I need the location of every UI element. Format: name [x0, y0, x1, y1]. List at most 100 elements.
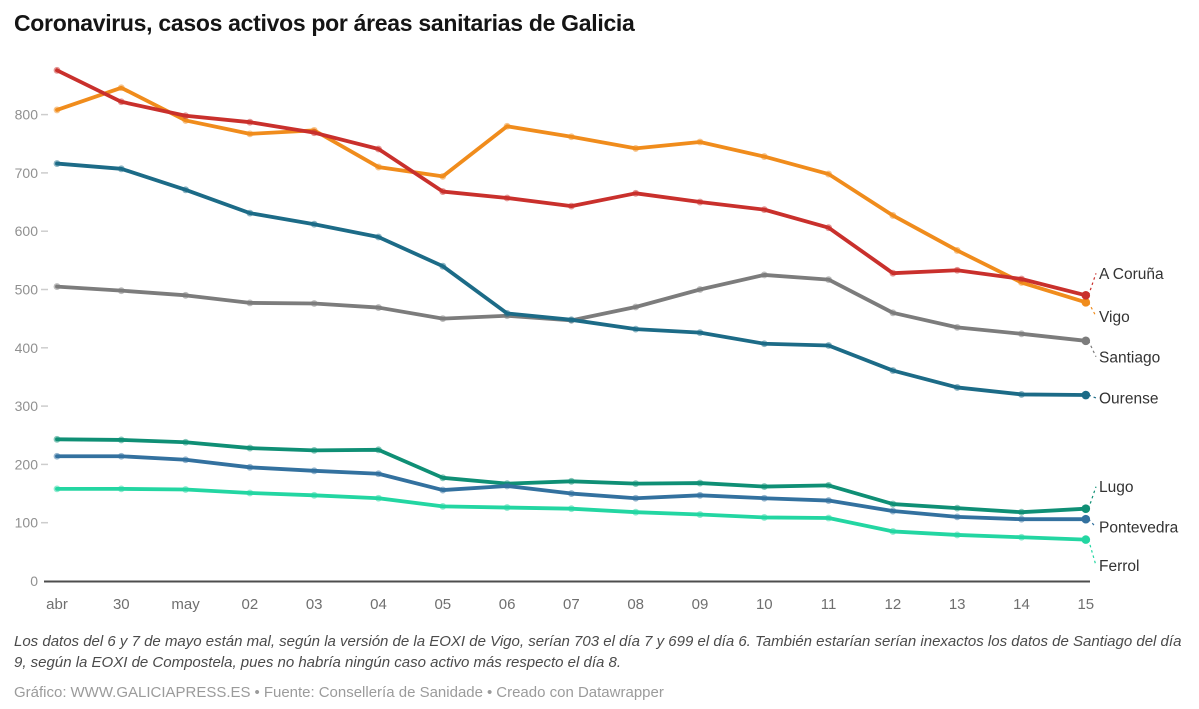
data-point-pontevedra: [953, 513, 961, 521]
data-point-pontevedra: [117, 452, 125, 460]
data-point-ourense: [889, 367, 897, 374]
data-point-a-coruna: [117, 98, 125, 106]
x-axis-tick-label: abr: [46, 596, 68, 613]
data-point-lugo: [375, 446, 382, 454]
data-point-ourense: [1081, 390, 1091, 400]
series-label-pontevedra: Pontevedra: [1099, 520, 1179, 537]
data-point-lugo: [439, 474, 447, 482]
data-point-vigo: [53, 106, 61, 114]
data-point-a-coruna: [632, 189, 640, 197]
leader-line-ourense: [1088, 394, 1097, 399]
leader-line-santiago: [1087, 340, 1097, 358]
data-point-ferrol: [568, 505, 575, 513]
data-point-ferrol: [760, 514, 768, 521]
y-axis-tick-label: 400: [15, 340, 39, 356]
data-point-ourense: [439, 262, 447, 270]
data-point-lugo: [1081, 504, 1091, 514]
data-point-pontevedra: [182, 456, 190, 464]
x-axis-tick-label: 05: [434, 596, 451, 613]
data-point-ferrol: [953, 531, 961, 539]
footer-separator: •: [254, 684, 260, 701]
y-axis-tick-label: 700: [15, 165, 39, 181]
data-point-ourense: [568, 316, 575, 324]
data-point-lugo: [117, 436, 125, 444]
data-point-pontevedra: [503, 482, 511, 490]
x-axis-tick-label: 10: [756, 596, 773, 613]
data-point-vigo: [568, 133, 575, 141]
data-point-a-coruna: [568, 202, 575, 210]
footer-fuente-value: Consellería de Sanidade: [318, 684, 483, 701]
data-point-vigo: [696, 138, 704, 146]
line-chart-canvas: 0 100 200 300 400 500 600 700 800 abr 30 may 02 03 04 0…: [15, 66, 1179, 613]
data-point-ourense: [503, 310, 511, 317]
datawrapper-credit-link[interactable]: Creado con Datawrapper: [496, 684, 664, 701]
data-point-a-coruna: [760, 206, 768, 214]
data-point-a-coruna: [1081, 291, 1091, 300]
data-point-vigo: [1081, 298, 1091, 307]
data-point-ferrol: [439, 502, 447, 510]
data-point-lugo: [889, 500, 897, 508]
data-point-ferrol: [246, 489, 254, 497]
series-line-a-coruna: [55, 68, 1088, 298]
series-label-vigo: Vigo: [1099, 309, 1130, 326]
data-point-pontevedra: [310, 467, 318, 475]
leader-line-ferrol: [1087, 539, 1097, 566]
data-point-pontevedra: [760, 494, 768, 502]
footer-grafico-label: Gráfico:: [14, 684, 67, 701]
x-axis-tick-label: 30: [113, 596, 130, 613]
x-axis-tick-label: 14: [1013, 596, 1030, 613]
data-point-a-coruna: [53, 66, 61, 74]
x-axis-tick-label: may: [171, 596, 200, 613]
x-axis-tick-label: 09: [692, 596, 709, 613]
data-point-a-coruna: [889, 269, 897, 277]
data-point-lugo: [246, 444, 254, 452]
data-point-ourense: [310, 220, 318, 228]
data-point-a-coruna: [182, 112, 190, 120]
data-point-lugo: [1018, 508, 1025, 516]
data-point-a-coruna: [696, 198, 704, 206]
data-point-ferrol: [889, 528, 897, 535]
data-point-lugo: [953, 504, 961, 512]
y-axis-tick-label: 300: [15, 398, 39, 414]
series-label-a-coruna: A Coruña: [1099, 266, 1164, 283]
data-point-ourense: [53, 160, 61, 167]
data-point-a-coruna: [310, 129, 318, 137]
series-label-ourense: Ourense: [1099, 391, 1158, 408]
data-point-santiago: [375, 304, 382, 311]
data-point-pontevedra: [632, 494, 640, 502]
data-point-santiago: [1081, 336, 1091, 346]
data-point-ourense: [760, 340, 768, 348]
y-axis-tick-label: 100: [15, 515, 39, 531]
y-axis-tick-label: 800: [15, 107, 39, 123]
data-point-pontevedra: [1018, 515, 1025, 523]
galiciapress-link[interactable]: WWW.GALICIAPRESS.ES: [70, 684, 251, 701]
data-point-santiago: [1018, 330, 1025, 338]
data-point-ferrol: [1018, 533, 1025, 541]
data-point-lugo: [568, 477, 575, 485]
data-point-ferrol: [696, 511, 704, 518]
data-point-a-coruna: [246, 118, 254, 126]
series-label-santiago: Santiago: [1099, 349, 1160, 366]
x-axis-tick-label: 08: [627, 596, 644, 613]
data-point-vigo: [889, 212, 897, 219]
series-line-lugo: [55, 437, 1088, 515]
data-point-pontevedra: [568, 490, 575, 497]
x-axis-tick-label: 13: [949, 596, 966, 613]
x-axis-tick-label: 07: [563, 596, 580, 613]
data-point-santiago: [53, 283, 61, 290]
x-axis-tick-label: 04: [370, 596, 387, 613]
data-point-lugo: [632, 480, 640, 488]
footer-fuente-label: Fuente:: [263, 684, 315, 701]
data-point-vigo: [632, 145, 640, 152]
data-point-pontevedra: [439, 486, 447, 494]
x-axis-tick-label: 15: [1077, 596, 1094, 613]
data-point-pontevedra: [246, 463, 254, 471]
data-point-pontevedra: [53, 452, 61, 460]
data-point-lugo: [310, 447, 318, 454]
data-point-santiago: [825, 276, 832, 283]
data-point-a-coruna: [825, 224, 832, 232]
data-point-ourense: [825, 342, 832, 349]
data-point-lugo: [53, 435, 61, 443]
data-point-lugo: [760, 483, 768, 490]
